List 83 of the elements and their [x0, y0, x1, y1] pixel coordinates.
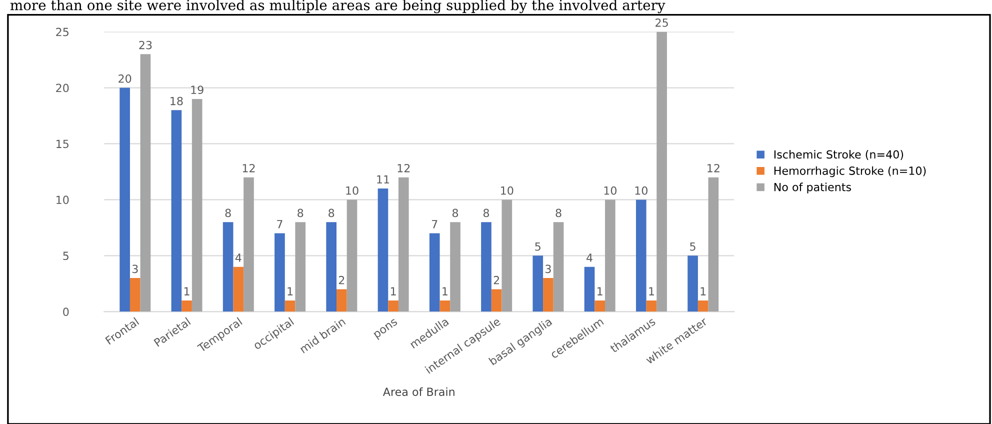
bar — [450, 222, 460, 312]
bar — [708, 177, 719, 312]
data-label: 5 — [535, 242, 540, 251]
text: more than one site were involved as multiple areas are being supplied by the involved artery — [10, 0, 666, 14]
data-label: 10 — [635, 186, 648, 195]
bar — [543, 278, 554, 312]
data-label: 3 — [546, 264, 551, 274]
data-label: 5 — [690, 242, 696, 251]
bar — [284, 300, 296, 312]
bar — [120, 88, 130, 312]
bar — [429, 233, 440, 312]
data-label: 7 — [432, 220, 438, 228]
y-tick-label: 0 — [63, 308, 69, 316]
bar — [440, 300, 450, 312]
data-label: 12 — [708, 164, 720, 172]
data-label: 8 — [483, 208, 490, 218]
data-label: 2 — [494, 276, 499, 284]
data-label: 10 — [501, 186, 514, 195]
bar — [222, 222, 234, 312]
bar — [140, 54, 151, 312]
data-label: 1 — [649, 287, 654, 296]
data-label: 1 — [700, 287, 706, 296]
data-label: 18 — [170, 96, 183, 106]
data-label: 3 — [132, 264, 138, 274]
y-tick-label: 20 — [56, 84, 69, 92]
bar — [698, 300, 708, 312]
y-tick-label: 15 — [56, 140, 68, 148]
data-label: 8 — [225, 208, 231, 218]
data-label: 1 — [288, 287, 293, 296]
data-label: 1 — [390, 287, 396, 296]
bar — [502, 200, 512, 312]
bar — [584, 266, 595, 312]
data-label: 12 — [242, 164, 255, 172]
y-tick-label: 10 — [56, 196, 69, 204]
data-label: 11 — [377, 175, 390, 184]
bar — [233, 266, 244, 312]
bar — [688, 256, 698, 312]
data-label: 25 — [656, 18, 668, 27]
bar — [326, 222, 337, 312]
bar — [491, 289, 502, 312]
bar — [171, 110, 182, 312]
data-label: 1 — [184, 287, 190, 296]
data-label: 19 — [191, 86, 204, 94]
data-label: 8 — [556, 208, 562, 218]
bar — [346, 200, 358, 312]
bar — [182, 300, 192, 312]
data-label: 12 — [398, 164, 410, 172]
bar — [605, 200, 616, 312]
data-label: 1 — [442, 287, 448, 296]
bar — [532, 256, 544, 312]
data-label: 20 — [118, 74, 132, 83]
bar — [274, 233, 285, 312]
data-label: 4 — [235, 254, 242, 262]
data-label: 8 — [298, 208, 304, 218]
bar — [553, 222, 564, 312]
bar — [594, 300, 605, 312]
bar — [192, 98, 202, 312]
bar — [656, 32, 667, 312]
data-label: 2 — [338, 276, 344, 284]
data-label: 10 — [346, 186, 358, 195]
data-label: 4 — [586, 254, 592, 262]
y-tick-label: 5 — [63, 252, 68, 260]
data-label: 7 — [277, 220, 282, 228]
data-label: 8 — [328, 208, 334, 218]
bar — [481, 222, 492, 312]
x-axis-title: Area of Brain — [382, 387, 454, 396]
data-label: 8 — [452, 208, 458, 218]
bar — [398, 177, 409, 312]
bar — [295, 222, 306, 312]
bar — [388, 300, 398, 312]
bar — [130, 278, 140, 312]
bar — [378, 188, 388, 312]
data-label: 1 — [598, 287, 602, 296]
bar — [646, 300, 657, 312]
legend-label: Hemorrhagic Stroke (n=10) — [774, 166, 926, 178]
data-label: 10 — [604, 186, 616, 195]
legend-label: Ischemic Stroke (n=40) — [774, 150, 904, 160]
legend-label: No of patients — [774, 182, 852, 194]
bar — [244, 177, 254, 312]
y-tick-label: 25 — [56, 28, 68, 36]
bar — [336, 289, 347, 312]
data-label: 23 — [139, 40, 152, 50]
bar — [636, 200, 646, 312]
